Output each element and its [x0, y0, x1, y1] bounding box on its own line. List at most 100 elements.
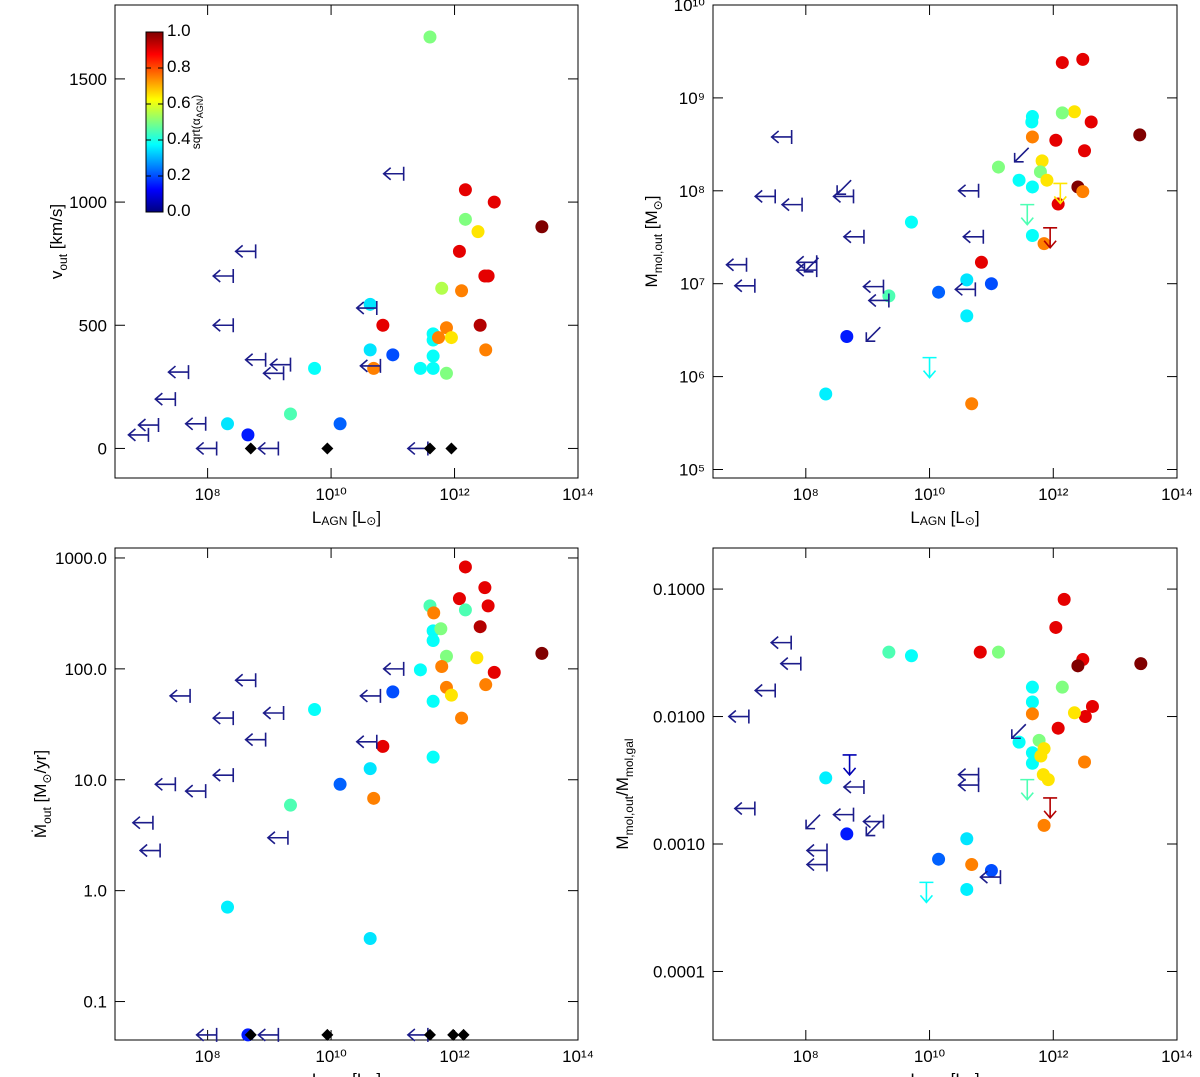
upper-limit-arrow: [1053, 182, 1068, 205]
data-point: [241, 428, 255, 442]
label-part: L: [910, 1070, 919, 1077]
data-point: [432, 331, 446, 345]
y-axis-label: vout [km/s]: [47, 204, 70, 279]
label-part: ): [189, 95, 203, 99]
data-point: [984, 277, 998, 291]
label-part: ]: [376, 508, 381, 527]
data-point: [367, 791, 381, 805]
data-point: [473, 318, 487, 332]
data-point-diamond: [321, 1028, 334, 1041]
upper-limit-arrow: [725, 257, 748, 272]
upper-limit-arrow: [212, 768, 235, 783]
x-tick-label: 10¹²: [439, 485, 470, 504]
upper-limit-arrow: [753, 683, 777, 698]
upper-limit-arrow: [382, 661, 405, 676]
data-point: [363, 297, 377, 311]
label-part: [M: [31, 784, 50, 808]
data-point: [487, 195, 501, 209]
data-point: [1051, 721, 1065, 735]
label-part: M: [642, 273, 661, 287]
data-point: [932, 285, 946, 299]
data-point: [1134, 657, 1148, 671]
y-tick-label: 10⁶: [679, 368, 705, 387]
y-tick-label: 1.0: [83, 882, 107, 901]
upper-limit-arrow: [266, 830, 289, 845]
y-tick-label: 0.1000: [653, 580, 705, 599]
label-subscript: AGN: [321, 1076, 347, 1077]
y-axis-label: Mmol,out/Mmol,gal: [613, 738, 636, 849]
x-tick-label: 10¹⁰: [914, 1047, 946, 1066]
data-point: [1055, 680, 1069, 694]
upper-limit-arrow: [234, 673, 257, 688]
upper-limit-arrow: [842, 754, 857, 777]
label-part: Ṁ: [31, 824, 50, 838]
upper-limit-arrow: [212, 711, 235, 726]
data-point: [427, 606, 441, 620]
data-point: [435, 660, 449, 674]
colorbar-tick-label: 1.0: [167, 21, 191, 40]
x-axis-label: LAGN [L⊙]: [312, 1070, 381, 1077]
label-subscript: mol,out: [622, 795, 636, 835]
label-subscript: ⊙: [40, 774, 54, 784]
label-part: L: [910, 508, 919, 527]
label-part: [L: [347, 508, 366, 527]
upper-limit-arrow: [954, 282, 977, 297]
upper-limit-arrow: [957, 778, 980, 793]
y-tick-label: 10⁸: [679, 182, 705, 201]
data-point: [1067, 105, 1081, 119]
plot-frame: [114, 547, 579, 1041]
upper-limit-arrow: [138, 843, 161, 858]
upper-limit-arrow: [269, 357, 292, 372]
data-point: [535, 646, 549, 660]
label-subscript: out: [40, 807, 54, 824]
upper-limit-arrow: [770, 129, 793, 144]
data-point: [423, 30, 437, 44]
upper-limit-arrow: [1043, 226, 1058, 249]
data-point: [840, 827, 854, 841]
data-point: [487, 665, 501, 679]
upper-limit-arrow: [1013, 147, 1030, 163]
data-point: [819, 771, 833, 785]
upper-limit-arrow: [359, 688, 382, 703]
y-tick-label: 0.0001: [653, 962, 705, 981]
x-tick-label: 10¹⁴: [1161, 1047, 1193, 1066]
upper-limit-arrow: [257, 441, 280, 456]
upper-limit-arrow: [805, 814, 821, 830]
data-point: [363, 932, 377, 946]
colorbar-tick-label: 0.4: [167, 129, 191, 148]
data-point-diamond: [457, 1028, 470, 1041]
y-tick-label: 1000.0: [55, 549, 107, 568]
data-point: [479, 678, 493, 692]
upper-limit-arrow: [862, 814, 885, 829]
data-point: [1037, 237, 1051, 251]
upper-limit-arrow: [195, 441, 218, 456]
y-tick-label: 10⁹: [679, 89, 705, 108]
data-point: [1049, 620, 1063, 634]
data-point: [426, 634, 440, 648]
label-part: [km/s]: [47, 204, 66, 254]
data-point: [367, 361, 381, 375]
upper-limit-arrow: [1043, 797, 1058, 820]
label-part: ]: [975, 1070, 980, 1077]
data-point: [1025, 229, 1039, 243]
data-point: [363, 343, 377, 357]
y-tick-label: 10⁷: [680, 275, 705, 294]
label-part: [L: [946, 508, 965, 527]
label-subscript: ⊙: [366, 514, 376, 528]
data-point: [960, 273, 974, 287]
upper-limit-arrow: [865, 326, 881, 343]
label-part: L: [312, 1070, 321, 1077]
x-tick-label: 10¹⁰: [914, 485, 946, 504]
label-part: [M: [642, 210, 661, 234]
upper-limit-arrow: [957, 183, 980, 198]
label-subscript: ⊙: [965, 514, 975, 528]
data-point: [1084, 115, 1098, 129]
data-point: [426, 349, 440, 363]
data-point: [1055, 56, 1069, 70]
y-tick-label: 0.0010: [653, 835, 705, 854]
upper-limit-arrow: [355, 734, 378, 749]
upper-limit-arrow: [867, 293, 890, 308]
upper-limit-arrow: [962, 229, 985, 244]
data-point: [1055, 106, 1069, 120]
upper-limit-arrow: [167, 365, 190, 380]
